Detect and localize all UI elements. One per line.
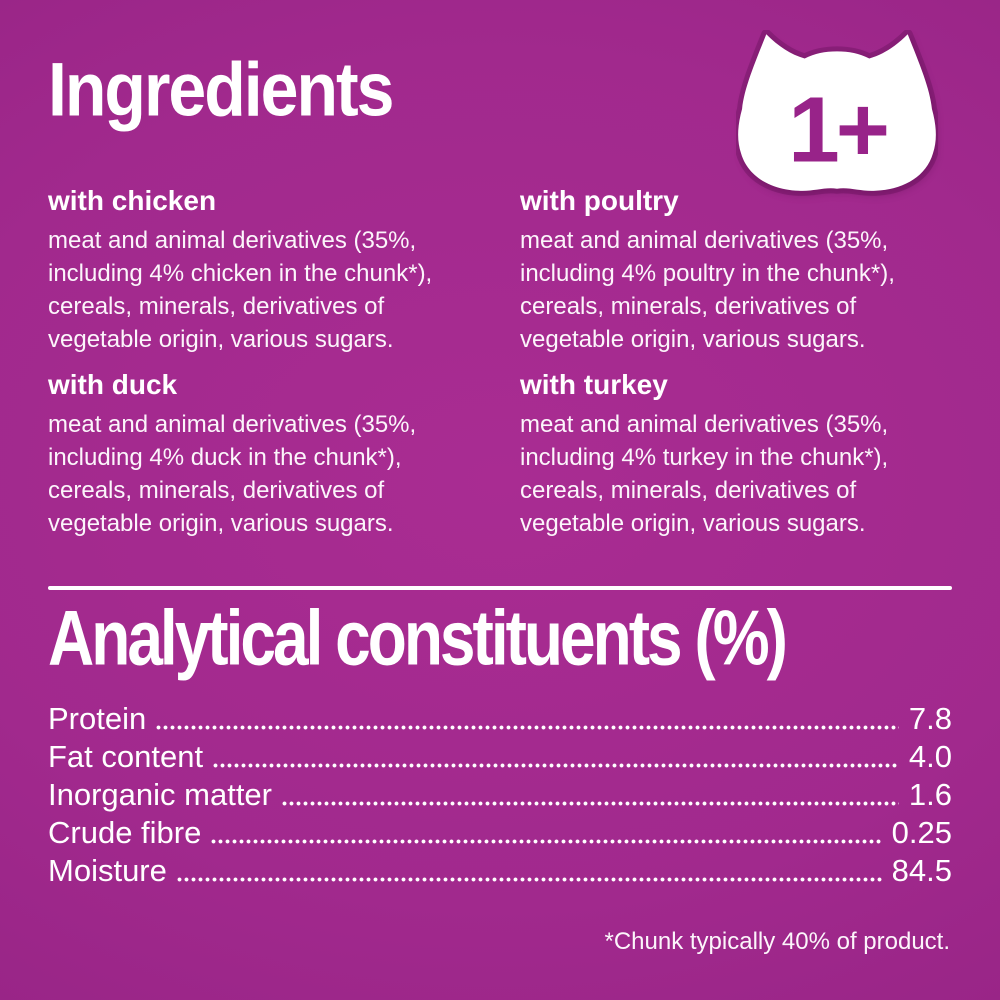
row-value: 84.5 bbox=[891, 852, 952, 888]
analytical-table: Protein 7.8 Fat content 4.0 Inorganic ma… bbox=[48, 700, 952, 890]
row-label: Moisture bbox=[48, 852, 167, 888]
row-label: Crude fibre bbox=[48, 814, 202, 850]
row-label: Protein bbox=[48, 700, 147, 736]
ingredient-block-turkey: with turkey meat and animal derivatives … bbox=[520, 368, 952, 540]
ingredient-block-chicken: with chicken meat and animal derivatives… bbox=[48, 185, 480, 356]
row-value: 7.8 bbox=[908, 700, 952, 736]
row-value: 4.0 bbox=[908, 738, 952, 774]
ingredient-block-poultry: with poultry meat and animal derivatives… bbox=[520, 185, 952, 356]
age-label: 1+ bbox=[788, 77, 887, 181]
page-title: Ingredients bbox=[48, 47, 395, 133]
cat-head-logo: 1+ bbox=[736, 30, 938, 196]
table-row: Fat content 4.0 bbox=[48, 738, 952, 776]
row-label: Inorganic matter bbox=[48, 776, 272, 812]
ingredient-body: meat and animal derivatives (35%, includ… bbox=[48, 226, 433, 353]
dot-leader bbox=[282, 800, 899, 806]
ingredients-section: with chicken meat and animal derivatives… bbox=[48, 185, 952, 540]
row-value: 1.6 bbox=[908, 776, 952, 812]
ingredient-body: meat and animal derivatives (35%, includ… bbox=[520, 410, 889, 537]
dot-leader bbox=[156, 724, 899, 730]
ingredient-block-duck: with duck meat and animal derivatives (3… bbox=[48, 368, 480, 540]
analytical-title: Analytical constituents (%) bbox=[48, 593, 788, 682]
dot-leader bbox=[213, 762, 899, 768]
row-value: 0.25 bbox=[891, 814, 952, 850]
section-divider bbox=[48, 585, 952, 590]
ingredient-heading: with chicken bbox=[48, 185, 217, 216]
ingredient-heading: with poultry bbox=[520, 185, 679, 216]
ingredient-body: meat and animal derivatives (35%, includ… bbox=[520, 226, 895, 353]
table-row: Protein 7.8 bbox=[48, 700, 952, 738]
ingredient-heading: with turkey bbox=[520, 368, 668, 400]
chunk-footnote: *Chunk typically 40% of product. bbox=[604, 928, 950, 955]
table-row: Inorganic matter 1.6 bbox=[48, 776, 952, 814]
cat-head-silhouette bbox=[738, 34, 936, 191]
table-row: Crude fibre 0.25 bbox=[48, 814, 952, 852]
dot-leader bbox=[176, 876, 882, 882]
ingredient-heading: with duck bbox=[48, 368, 178, 400]
ingredient-body: meat and animal derivatives (35%, includ… bbox=[48, 410, 417, 537]
dot-leader bbox=[211, 838, 882, 844]
row-label: Fat content bbox=[48, 738, 204, 774]
table-row: Moisture 84.5 bbox=[48, 852, 952, 890]
